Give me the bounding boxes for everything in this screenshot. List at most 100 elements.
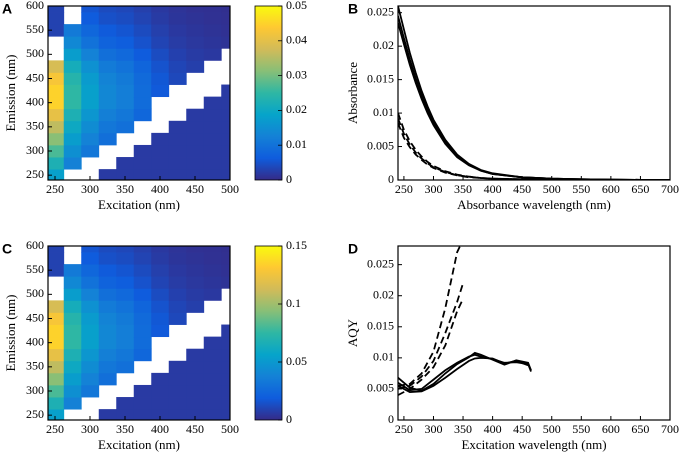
y-tick-label: 500 [26,46,44,60]
panel-label: D [348,241,358,257]
heat-cell [133,108,152,122]
heat-cell [81,132,100,146]
heat-cell [48,264,65,277]
x-tick-label: 500 [221,182,239,196]
x-axis-label: Absorbance wavelength (nm) [457,197,611,212]
heat-cell [133,48,152,61]
colorbar-tick-label: 0.04 [286,33,307,47]
colorbar-tick-label: 0.02 [286,102,307,116]
heat-cell [116,324,135,338]
x-tick-label: 350 [116,182,134,196]
heat-cell [186,264,205,277]
heat-cell [116,84,135,98]
heat-cell [48,12,65,25]
heat-cell [221,6,230,13]
heat-cell [151,264,170,277]
heat-cell [186,144,205,158]
heat-cell [63,324,82,338]
heat-cell [48,324,65,338]
heat-cell [168,60,187,73]
heat-cell [98,60,117,73]
y-tick-label: 0.015 [367,71,394,85]
heat-cell [221,336,230,350]
x-tick-label: 500 [543,422,561,436]
y-tick-label: 300 [26,143,44,157]
heat-cell [116,246,135,253]
heat-cell [98,132,117,146]
data-line [398,298,464,396]
heat-cell [186,300,205,313]
x-tick-label: 350 [116,422,134,436]
colorbar-tick-label: 0.05 [286,354,307,368]
x-tick-label: 400 [484,422,502,436]
heat-cell [168,144,187,158]
y-axis-label: Absorbance [345,62,360,124]
heat-cell [203,288,222,301]
heat-cell [186,372,205,386]
heat-cell [186,360,205,374]
panel-label: A [2,1,12,17]
y-tick-label: 0.02 [373,287,394,301]
heat-cell [203,372,222,386]
heat-cell [186,348,205,362]
heat-cell [186,157,205,170]
x-tick-label: 650 [631,182,649,196]
y-axis-label: AQY [345,318,360,347]
heat-cell [116,264,135,277]
heat-cell [151,312,170,325]
heat-cell [48,132,65,146]
y-tick-label: 250 [26,407,44,421]
colorbar-tick-label: 0 [286,412,292,426]
heat-cell [203,252,222,265]
heat-cell [221,169,230,180]
y-tick-label: 0.005 [367,381,394,395]
heat-cell [168,360,187,374]
heat-cell [168,372,187,386]
heat-cell [151,246,170,253]
heat-cell [203,397,222,410]
x-axis-label: Excitation (nm) [98,197,180,212]
heat-cell [81,60,100,73]
heat-cell [81,384,100,398]
heat-cell [116,36,135,49]
y-tick-label: 450 [26,310,44,324]
heat-cell [48,336,65,350]
heat-cell [221,252,230,265]
plot-frame [397,245,671,421]
heat-cell [168,288,187,301]
heat-cell [81,48,100,61]
heat-cell [63,60,82,73]
heat-cell [98,360,117,374]
x-tick-label: 450 [513,422,531,436]
heat-cell [186,48,205,61]
heat-cell [168,132,187,146]
y-axis-label: Emission (nm) [3,295,18,372]
heat-cell [81,96,100,110]
heat-cell [63,372,82,386]
heat-cell [186,384,205,398]
data-line [398,22,670,180]
heat-cell [116,348,135,362]
heat-cell [133,157,152,170]
heat-cell [98,300,117,313]
x-tick-label: 500 [543,182,561,196]
heat-cell [63,312,82,325]
heat-cell [63,397,82,410]
heat-cell [133,397,152,410]
heat-cell [48,409,65,420]
data-line [398,356,529,393]
heat-cell [81,324,100,338]
heat-cell [116,312,135,325]
heat-cell [133,288,152,301]
heat-cell [81,252,100,265]
heat-cell [203,360,222,374]
heat-cell [48,84,65,98]
heat-cell [186,132,205,146]
heat-cell [116,6,135,13]
heat-cell [221,397,230,410]
heat-cell [168,24,187,37]
heat-cell [151,12,170,25]
heat-cell [116,360,135,374]
heat-cell [133,12,152,25]
data-line [398,15,670,180]
